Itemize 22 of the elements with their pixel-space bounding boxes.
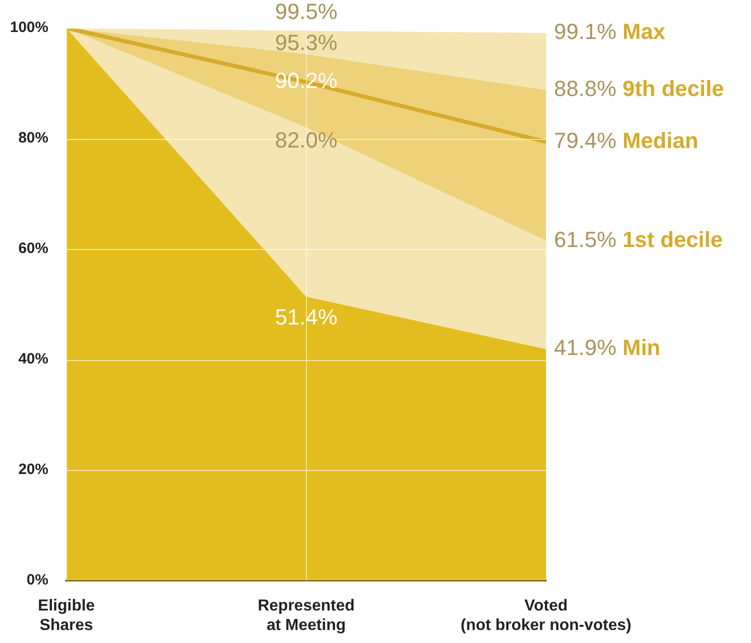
data-label: 41.9% <box>554 335 616 360</box>
x-tick-label: Represented at Meeting <box>258 598 355 634</box>
y-tick-label: 0% <box>26 572 48 589</box>
data-label: 88.8% <box>554 76 616 101</box>
x-tick-label: Voted (not broker non-votes) <box>460 598 632 634</box>
text: 1st decile <box>622 226 723 252</box>
y-tick-label: 20% <box>18 461 48 478</box>
text: Max <box>622 19 666 44</box>
data-label: 99.1% <box>554 19 616 44</box>
text: Min <box>622 335 660 360</box>
data-label: 61.5% <box>554 226 616 252</box>
text: 9th decile <box>622 76 724 101</box>
data-label: 95.3% <box>274 30 338 56</box>
data-label: 82.0% <box>274 128 338 153</box>
x-tick-label: Eligible Shares <box>38 598 95 634</box>
text: Median <box>622 128 698 153</box>
y-tick-label: 100% <box>10 19 48 36</box>
y-tick-label: 60% <box>18 240 48 258</box>
data-label: 79.4% <box>554 128 616 153</box>
y-tick-label: 40% <box>18 350 48 368</box>
y-tick-label: 80% <box>18 130 48 147</box>
data-label: 99.5% <box>274 0 338 24</box>
